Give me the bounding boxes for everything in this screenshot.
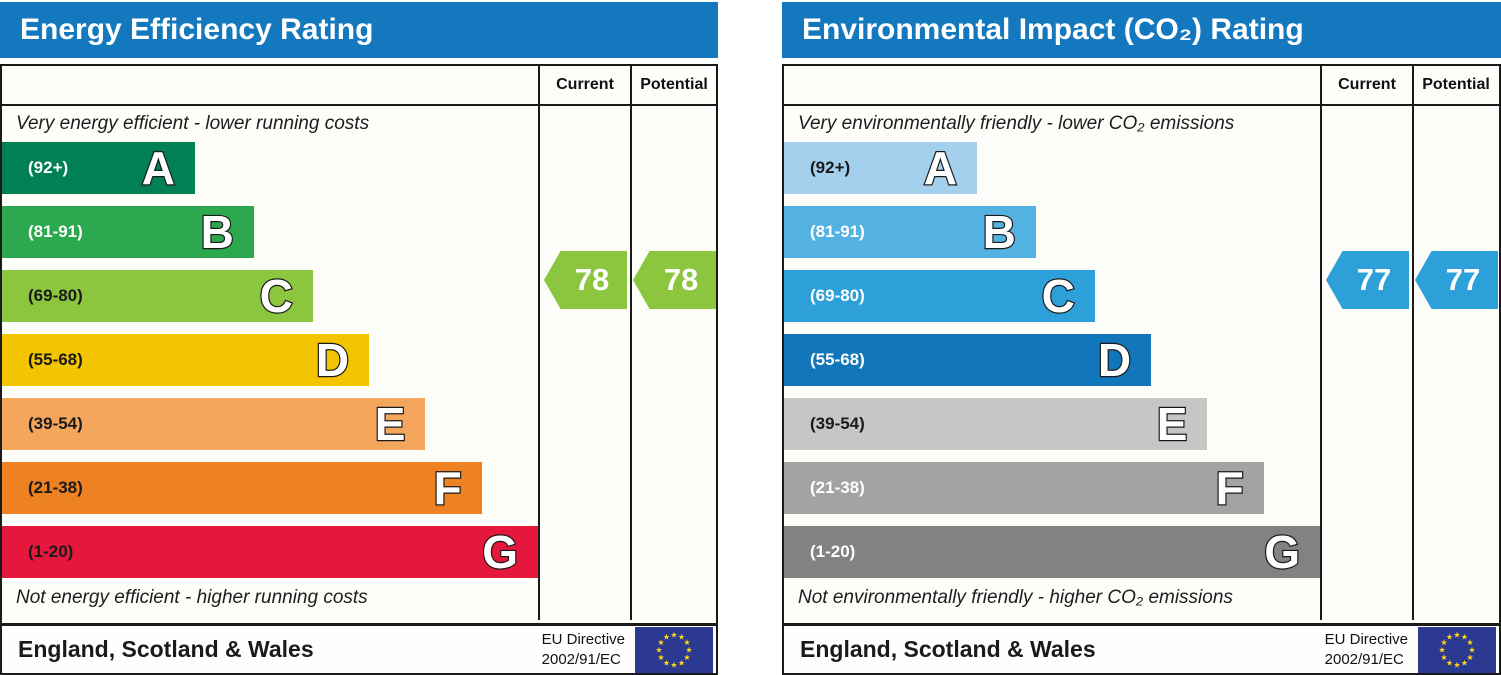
panel-footer: England, Scotland & Wales EU Directive 2…: [784, 623, 1499, 673]
band-letter: B: [981, 206, 1017, 258]
band-range-label: (55-68): [810, 350, 865, 369]
eu-flag-icon: [635, 626, 713, 673]
column-divider: [538, 66, 540, 620]
column-divider: [1412, 66, 1414, 620]
potential-rating-arrow: 78: [633, 251, 716, 309]
eu-directive-block: EU Directive 2002/91/EC: [1325, 626, 1496, 673]
band-d: (55-68) D: [2, 334, 370, 386]
region-label: England, Scotland & Wales: [18, 636, 314, 662]
band-range-label: (21-38): [810, 478, 865, 497]
band-row-c: (69-80) C: [784, 270, 1320, 322]
band-row-a: (92+) A: [2, 142, 538, 194]
environmental-impact-panel: Environmental Impact (CO₂) Rating Curren…: [782, 0, 1501, 675]
band-e: (39-54) E: [784, 398, 1208, 450]
band-range-label: (1-20): [810, 542, 856, 561]
panel-footer: England, Scotland & Wales EU Directive 2…: [2, 623, 716, 673]
band-e: (39-54) E: [2, 398, 426, 450]
current-rating-arrow: 77: [1326, 251, 1409, 309]
band-c: (69-80) C: [784, 270, 1095, 322]
current-rating-value: 78: [574, 262, 610, 297]
band-range-label: (55-68): [28, 350, 83, 369]
top-note: Very environmentally friendly - lower CO…: [798, 113, 1235, 134]
rating-table: Current Potential Very energy efficient …: [0, 64, 718, 675]
band-row-b: (81-91) B: [784, 206, 1320, 258]
header-divider: [784, 104, 1499, 106]
band-a: (92+) A: [2, 142, 195, 194]
band-row-e: (39-54) E: [2, 398, 538, 450]
band-row-e: (39-54) E: [784, 398, 1320, 450]
column-divider: [1320, 66, 1322, 620]
band-letter: G: [1263, 526, 1301, 578]
band-d: (55-68) D: [784, 334, 1152, 386]
band-row-c: (69-80) C: [2, 270, 538, 322]
eu-directive-text: EU Directive 2002/91/EC: [1325, 630, 1408, 669]
top-note: Very energy efficient - lower running co…: [16, 113, 370, 134]
band-letter: E: [374, 398, 407, 450]
band-row-b: (81-91) B: [2, 206, 538, 258]
current-rating-arrow: 78: [544, 251, 627, 309]
band-g: (1-20) G: [2, 526, 538, 578]
region-label: England, Scotland & Wales: [800, 636, 1096, 662]
band-letter: D: [1097, 334, 1133, 386]
band-g: (1-20) G: [784, 526, 1320, 578]
band-row-a: (92+) A: [784, 142, 1320, 194]
band-letter: E: [1156, 398, 1189, 450]
band-b: (81-91) B: [784, 206, 1036, 258]
rating-table: Current Potential Very environmentally f…: [782, 64, 1501, 675]
band-row-f: (21-38) F: [2, 462, 538, 514]
band-range-label: (92+): [810, 158, 851, 177]
header-divider: [2, 104, 716, 106]
band-range-label: (1-20): [28, 542, 74, 561]
eu-flag-icon: [1418, 626, 1496, 673]
band-a: (92+) A: [784, 142, 977, 194]
band-f: (21-38) F: [2, 462, 482, 514]
band-letter: G: [481, 526, 519, 578]
bottom-note: Not energy efficient - higher running co…: [16, 587, 368, 608]
band-row-g: (1-20) G: [2, 526, 538, 578]
band-c: (69-80) C: [2, 270, 313, 322]
band-letter: A: [141, 142, 177, 194]
band-range-label: (69-80): [28, 286, 83, 305]
band-letter: C: [258, 270, 294, 322]
band-row-d: (55-68) D: [2, 334, 538, 386]
band-row-g: (1-20) G: [784, 526, 1320, 578]
potential-column-header: Potential: [640, 76, 708, 93]
band-letter: B: [199, 206, 235, 258]
band-f: (21-38) F: [784, 462, 1264, 514]
eu-directive-text: EU Directive 2002/91/EC: [542, 630, 625, 669]
band-letter: A: [923, 142, 959, 194]
band-letter: F: [1214, 462, 1245, 514]
current-column-header: Current: [1338, 76, 1396, 93]
potential-column-header: Potential: [1422, 76, 1490, 93]
eu-directive-line1: EU Directive: [1324, 631, 1408, 648]
panel-title: Energy Efficiency Rating: [0, 2, 718, 58]
energy-efficiency-panel: Energy Efficiency Rating Current Potenti…: [0, 0, 718, 675]
band-range-label: (81-91): [28, 222, 83, 241]
bottom-note: Not environmentally friendly - higher CO…: [798, 587, 1233, 608]
band-range-label: (69-80): [810, 286, 865, 305]
band-b: (81-91) B: [2, 206, 254, 258]
potential-rating-value: 78: [663, 262, 699, 297]
band-letter: D: [315, 334, 351, 386]
potential-rating-value: 77: [1445, 262, 1481, 297]
panel-title: Environmental Impact (CO₂) Rating: [782, 2, 1501, 58]
column-divider: [630, 66, 632, 620]
band-row-f: (21-38) F: [784, 462, 1320, 514]
band-letter: C: [1040, 270, 1076, 322]
eu-directive-line1: EU Directive: [541, 631, 625, 648]
band-range-label: (39-54): [28, 414, 83, 433]
band-range-label: (81-91): [810, 222, 865, 241]
current-rating-value: 77: [1356, 262, 1392, 297]
band-letter: F: [432, 462, 463, 514]
eu-directive-line2: 2002/91/EC: [1324, 650, 1404, 668]
current-column-header: Current: [556, 76, 614, 93]
band-range-label: (92+): [28, 158, 69, 177]
eu-directive-line2: 2002/91/EC: [541, 650, 621, 668]
band-range-label: (21-38): [28, 478, 83, 497]
band-row-d: (55-68) D: [784, 334, 1320, 386]
band-range-label: (39-54): [810, 414, 865, 433]
eu-directive-block: EU Directive 2002/91/EC: [542, 626, 713, 673]
potential-rating-arrow: 77: [1415, 251, 1498, 309]
